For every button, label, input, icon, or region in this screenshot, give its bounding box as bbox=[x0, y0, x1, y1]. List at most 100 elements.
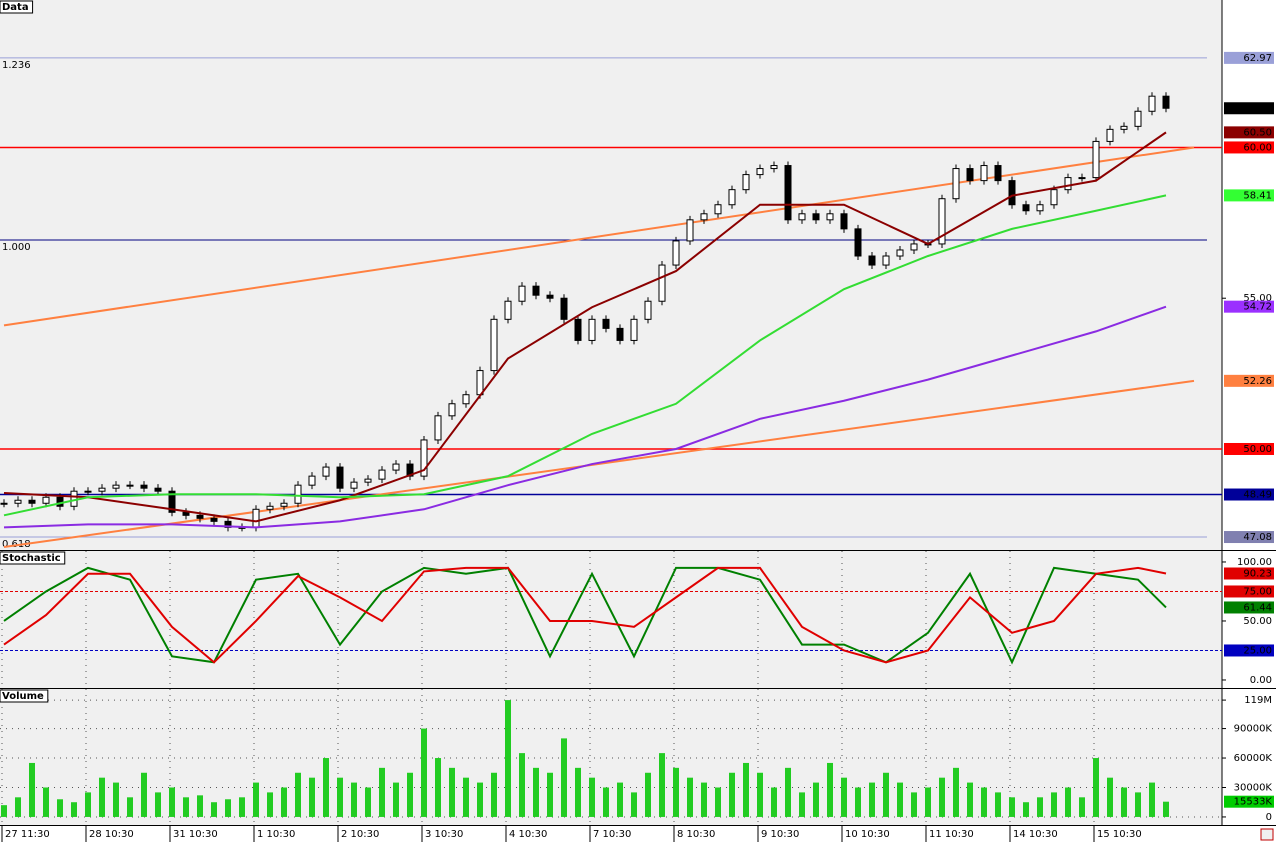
volume-bar bbox=[645, 772, 651, 817]
level-box bbox=[1224, 141, 1274, 154]
candle bbox=[700, 213, 708, 221]
candle bbox=[210, 517, 218, 522]
fib-label: 1.236 bbox=[2, 60, 31, 71]
candle bbox=[882, 255, 890, 266]
volume-bar bbox=[631, 792, 637, 817]
candle bbox=[728, 189, 736, 206]
candle bbox=[182, 511, 190, 516]
fib-label: 1.000 bbox=[2, 242, 31, 253]
panel-title: Volume bbox=[2, 691, 44, 702]
candle bbox=[798, 213, 806, 221]
candle bbox=[126, 484, 134, 487]
volume-bar bbox=[687, 777, 693, 817]
candle bbox=[1022, 204, 1030, 212]
candle bbox=[154, 487, 162, 492]
candle bbox=[196, 514, 204, 519]
x-tick-label: 27 11:30 bbox=[5, 829, 50, 840]
volume-bar bbox=[953, 767, 959, 817]
level-label: 15533K bbox=[1234, 797, 1273, 808]
volume-bar bbox=[393, 782, 399, 817]
volume-bar bbox=[603, 787, 609, 817]
volume-bar bbox=[1051, 792, 1057, 817]
candle bbox=[378, 469, 386, 480]
level-label: 47.08 bbox=[1243, 532, 1272, 543]
volume-bar bbox=[99, 777, 105, 817]
volume-bar bbox=[533, 767, 539, 817]
volume-bar bbox=[337, 777, 343, 817]
volume-bar bbox=[1093, 758, 1099, 817]
candle bbox=[420, 439, 428, 477]
volume-bar bbox=[785, 767, 791, 817]
candle bbox=[448, 403, 456, 417]
indicator-line bbox=[3, 566, 1167, 664]
candle bbox=[140, 484, 148, 489]
candle bbox=[224, 520, 232, 528]
candle bbox=[770, 165, 778, 170]
candle bbox=[42, 496, 50, 504]
volume-bar bbox=[547, 772, 553, 817]
candle bbox=[588, 318, 596, 341]
candle bbox=[644, 300, 652, 320]
volume-bar bbox=[589, 777, 595, 817]
volume-bar bbox=[729, 772, 735, 817]
level-box bbox=[1224, 531, 1274, 544]
volume-bar bbox=[757, 772, 763, 817]
candle bbox=[952, 168, 960, 200]
y-tick-label: 55.00 bbox=[1243, 293, 1272, 304]
y-tick-label: 0 bbox=[1266, 812, 1272, 823]
volume-bar bbox=[1163, 801, 1169, 817]
volume-bar bbox=[127, 797, 133, 817]
level-label: 52.26 bbox=[1243, 376, 1272, 387]
volume-bar bbox=[477, 782, 483, 817]
volume-bar bbox=[743, 762, 749, 817]
candle bbox=[1134, 110, 1142, 127]
candle bbox=[70, 490, 78, 507]
y-tick-label: 50.00 bbox=[1243, 616, 1272, 627]
volume-bar bbox=[1149, 782, 1155, 817]
volume-bar bbox=[15, 797, 21, 817]
x-tick-label: 14 10:30 bbox=[1013, 829, 1058, 840]
volume-bar bbox=[85, 792, 91, 817]
candle bbox=[658, 264, 666, 302]
candle bbox=[672, 240, 680, 266]
volume-bar bbox=[463, 777, 469, 817]
volume-bar bbox=[1023, 802, 1029, 817]
candle bbox=[966, 168, 974, 182]
candle bbox=[784, 165, 792, 221]
volume-bar bbox=[323, 758, 329, 817]
scroll-button[interactable] bbox=[1260, 828, 1274, 841]
volume-bar bbox=[771, 787, 777, 817]
level-box bbox=[1224, 300, 1274, 313]
candle bbox=[1008, 180, 1016, 206]
candle bbox=[812, 213, 820, 221]
candle bbox=[1092, 140, 1100, 179]
volume-bar bbox=[673, 767, 679, 817]
candle bbox=[868, 255, 876, 266]
x-tick-label: 15 10:30 bbox=[1097, 829, 1142, 840]
volume-bar bbox=[813, 782, 819, 817]
candle bbox=[252, 508, 260, 528]
candle bbox=[1050, 189, 1058, 206]
candle bbox=[56, 496, 64, 507]
indicator-line bbox=[3, 131, 1167, 523]
level-label: 48.49 bbox=[1243, 490, 1272, 501]
y-tick-label: 0.00 bbox=[1250, 675, 1272, 686]
x-tick-label: 28 10:30 bbox=[89, 829, 134, 840]
volume-bar bbox=[197, 795, 203, 817]
level-box bbox=[1224, 567, 1274, 580]
candle bbox=[504, 300, 512, 320]
volume-bar bbox=[939, 777, 945, 817]
volume-bar bbox=[505, 700, 511, 817]
level-label: 61.30 bbox=[1243, 103, 1272, 114]
volume-bar bbox=[1065, 787, 1071, 817]
candle bbox=[630, 318, 638, 341]
candle bbox=[392, 463, 400, 471]
candle bbox=[14, 499, 22, 504]
candle bbox=[0, 502, 8, 505]
volume-bar bbox=[701, 782, 707, 817]
volume-bar bbox=[435, 758, 441, 817]
panel-title-box bbox=[0, 689, 49, 703]
volume-bar bbox=[561, 738, 567, 817]
candle bbox=[980, 165, 988, 182]
candle bbox=[1162, 95, 1170, 109]
